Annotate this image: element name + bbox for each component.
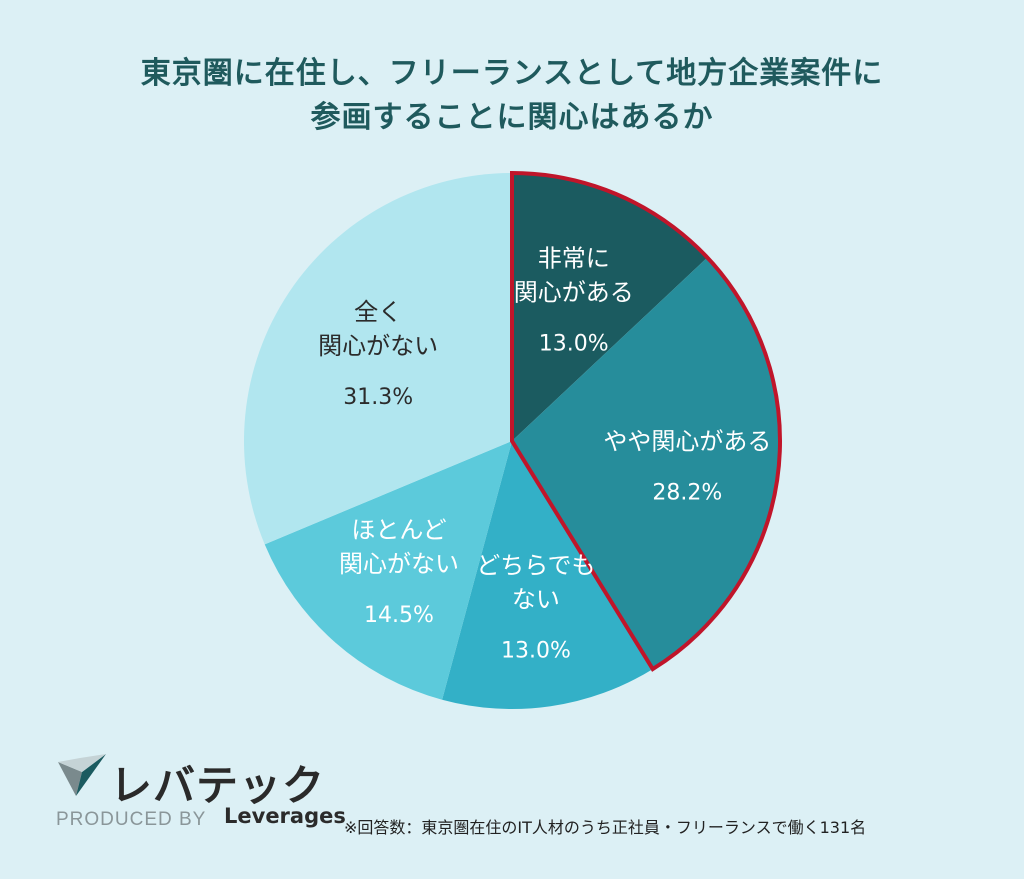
slice-value-label: 28.2% [652,480,722,505]
slice-value-label: 14.5% [364,603,434,628]
pie-slice [442,441,653,709]
pie-slice [243,173,512,545]
leverages-brand: Leverages [224,804,346,828]
slice-label: ほとんど [351,516,446,544]
slice-label: どちらでも [476,551,595,579]
slice-label: 全く [354,298,402,326]
slice-label: 関心がない [318,332,438,360]
slice-value-label: 31.3% [343,385,413,410]
levtech-logo-icon [58,754,106,796]
slice-label: 非常に [538,244,610,272]
highlight-outline [510,170,782,672]
slice-label: 関心がない [339,550,459,578]
pie-slice [512,257,781,670]
chart-title-line1: 東京圏に在住し、フリーランスとして地方企業案件に [140,56,884,91]
slice-value-label: 13.0% [539,331,609,356]
pie-slice [264,441,512,700]
slice-value-label: 13.0% [501,638,571,663]
pie-slice [512,173,708,441]
footnote: ※回答数：東京圏在住のIT人材のうち正社員・フリーランスで働く131名 [344,818,867,837]
chart-title: 東京圏に在住し、フリーランスとして地方企業案件に 参画することに関心はあるか [0,52,1024,140]
produced-by-label: PRODUCED BY [56,809,207,830]
logo-wordmark: レバテック [110,761,326,810]
slice-label: ない [512,585,560,613]
chart-title-line2: 参画することに関心はあるか [310,100,714,135]
slice-label: やや関心がある [603,427,771,455]
slice-label: 関心がある [514,278,634,306]
